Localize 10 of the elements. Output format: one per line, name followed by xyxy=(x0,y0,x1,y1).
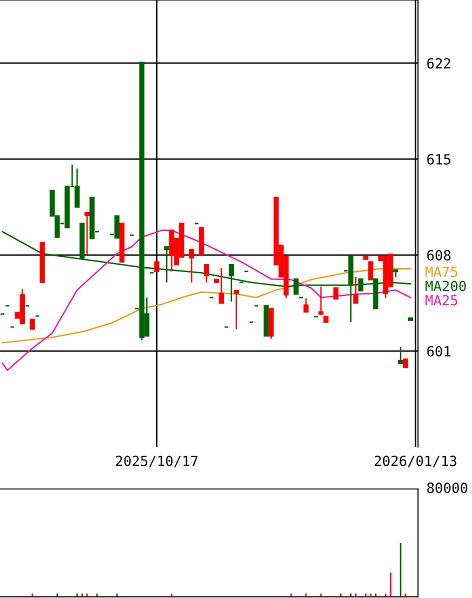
y-tick-label: 601 xyxy=(427,346,450,357)
series-label: MA200 xyxy=(426,280,466,292)
series-label: MA25 xyxy=(426,294,458,306)
text: 80000 xyxy=(427,482,468,494)
y-tick-label: 608 xyxy=(427,250,451,261)
series-label: MA75 xyxy=(426,266,458,278)
x-tick-label: 2026/01/13 xyxy=(374,456,456,468)
y-tick-label: 615 xyxy=(427,154,450,165)
y-tick-label: 622 xyxy=(427,58,450,69)
x-tick-label: 2025/10/17 xyxy=(116,456,198,468)
